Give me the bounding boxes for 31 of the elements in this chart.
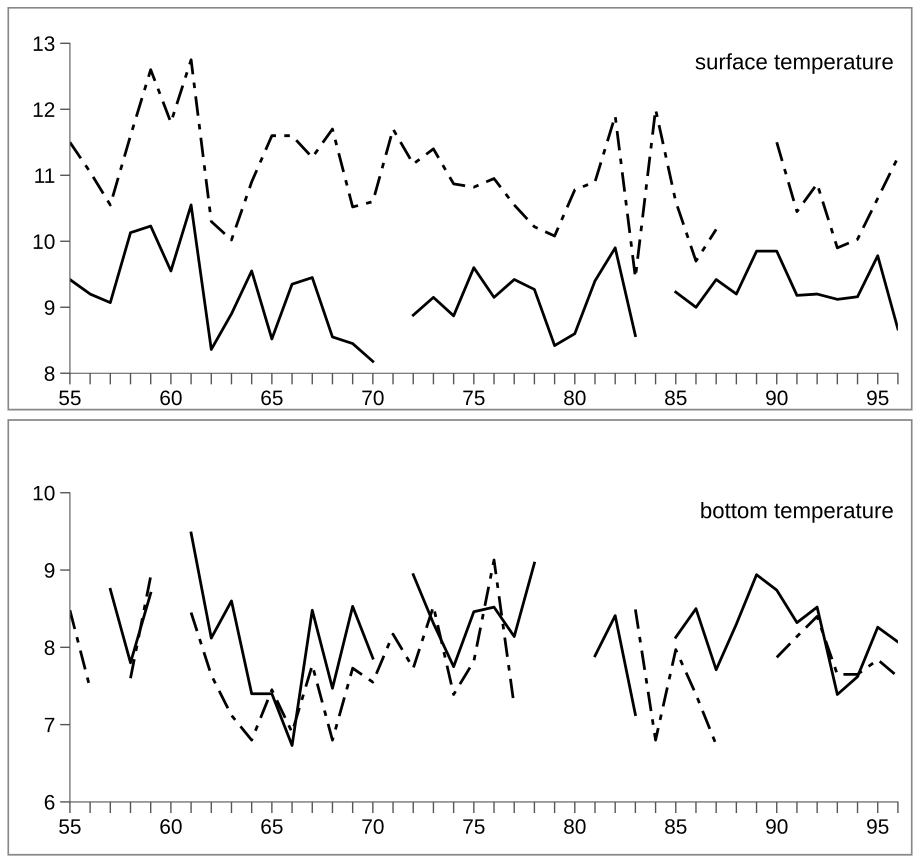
x-tick-label: 60 xyxy=(160,819,182,834)
y-tick-label: 9 xyxy=(44,300,54,316)
x-tick-label: 85 xyxy=(665,390,686,406)
x-tick-label: 60 xyxy=(160,390,182,406)
y-tick-label: 10 xyxy=(34,234,55,250)
x-tick-label: 55 xyxy=(59,819,81,834)
x-tick-label: 80 xyxy=(564,390,586,406)
chart-title: surface temperature xyxy=(696,53,893,74)
x-tick-label: 80 xyxy=(564,819,586,834)
x-tick-label: 55 xyxy=(59,390,81,406)
x-tick-label: 90 xyxy=(766,819,788,834)
y-tick-label: 8 xyxy=(44,640,54,656)
y-tick-label: 12 xyxy=(34,102,54,117)
x-tick-label: 75 xyxy=(463,819,485,834)
y-tick-label: 8 xyxy=(44,366,54,381)
x-tick-label: 85 xyxy=(665,819,686,834)
x-tick-label: 65 xyxy=(261,390,283,406)
x-tick-label: 75 xyxy=(463,390,485,406)
y-tick-label: 9 xyxy=(44,563,54,578)
y-tick-label: 10 xyxy=(34,486,55,501)
x-tick-label: 95 xyxy=(867,390,888,406)
y-tick-label: 6 xyxy=(44,794,54,810)
x-tick-label: 90 xyxy=(766,390,788,406)
x-tick-label: 70 xyxy=(362,819,384,834)
x-tick-label: 70 xyxy=(362,390,384,406)
y-tick-label: 11 xyxy=(35,168,54,183)
y-tick-label: 7 xyxy=(44,718,54,732)
y-tick-label: 13 xyxy=(34,36,54,52)
chart-title: bottom temperature xyxy=(701,502,893,523)
x-tick-label: 65 xyxy=(261,819,283,834)
x-tick-label: 95 xyxy=(867,819,888,834)
